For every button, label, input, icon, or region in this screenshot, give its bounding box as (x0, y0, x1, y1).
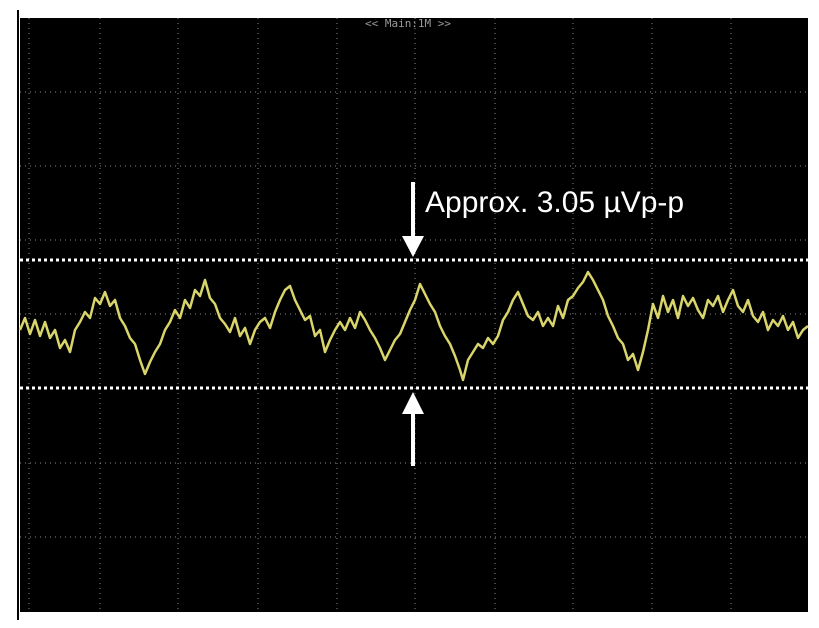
arrow-head (402, 236, 424, 257)
timebase-label: << Main:1M >> (365, 17, 451, 30)
signal-trace (18, 270, 809, 382)
arrow-head (402, 392, 424, 414)
display (20, 18, 808, 612)
annotation: Approx. 3.05 µVp-p (425, 186, 684, 219)
grid (20, 18, 808, 612)
